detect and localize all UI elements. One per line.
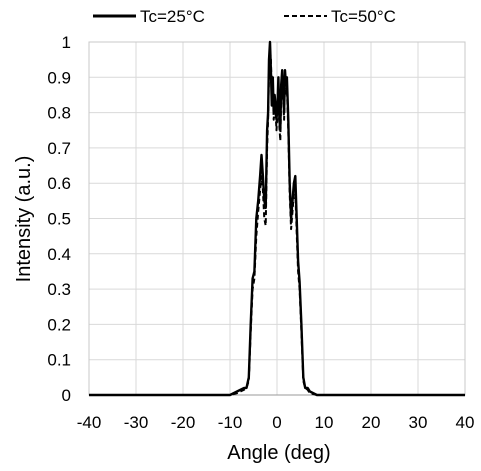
x-tick-label: -30	[124, 413, 149, 432]
x-tick-label: -10	[218, 413, 243, 432]
y-tick-label: 0.8	[47, 104, 71, 123]
x-tick-label: 0	[272, 413, 281, 432]
legend: Tc=25°C Tc=50°C	[93, 7, 396, 26]
x-tick-label: -20	[171, 413, 196, 432]
y-axis-label: Intensity (a.u.)	[13, 156, 35, 283]
grid-lines	[89, 41, 465, 395]
series-lines	[89, 40, 465, 397]
series-line-1	[89, 40, 465, 397]
y-tick-labels: 0 0.1 0.2 0.3 0.4 0.5 0.6 0.7 0.8 0.9 1	[47, 33, 71, 405]
x-tick-label: 40	[456, 413, 475, 432]
y-tick-label: 0.6	[47, 174, 71, 193]
y-tick-label: 0	[62, 386, 71, 405]
x-tick-label: 20	[362, 413, 381, 432]
y-tick-label: 0.7	[47, 139, 71, 158]
y-tick-label: 0.3	[47, 280, 71, 299]
y-tick-label: 0.9	[47, 68, 71, 87]
y-tick-label: 1	[62, 33, 71, 52]
x-tick-labels: -40 -30 -20 -10 0 10 20 30 40	[77, 413, 475, 432]
y-tick-label: 0.5	[47, 210, 71, 229]
legend-label-series-2: Tc=50°C	[331, 7, 396, 26]
y-tick-label: 0.1	[47, 351, 71, 370]
x-tick-label: -40	[77, 413, 102, 432]
legend-label-series-1: Tc=25°C	[140, 7, 205, 26]
x-tick-label: 10	[315, 413, 334, 432]
x-axis-label: Angle (deg)	[227, 442, 330, 464]
x-tick-label: 30	[409, 413, 428, 432]
y-tick-label: 0.2	[47, 315, 71, 334]
y-tick-label: 0.4	[47, 245, 71, 264]
